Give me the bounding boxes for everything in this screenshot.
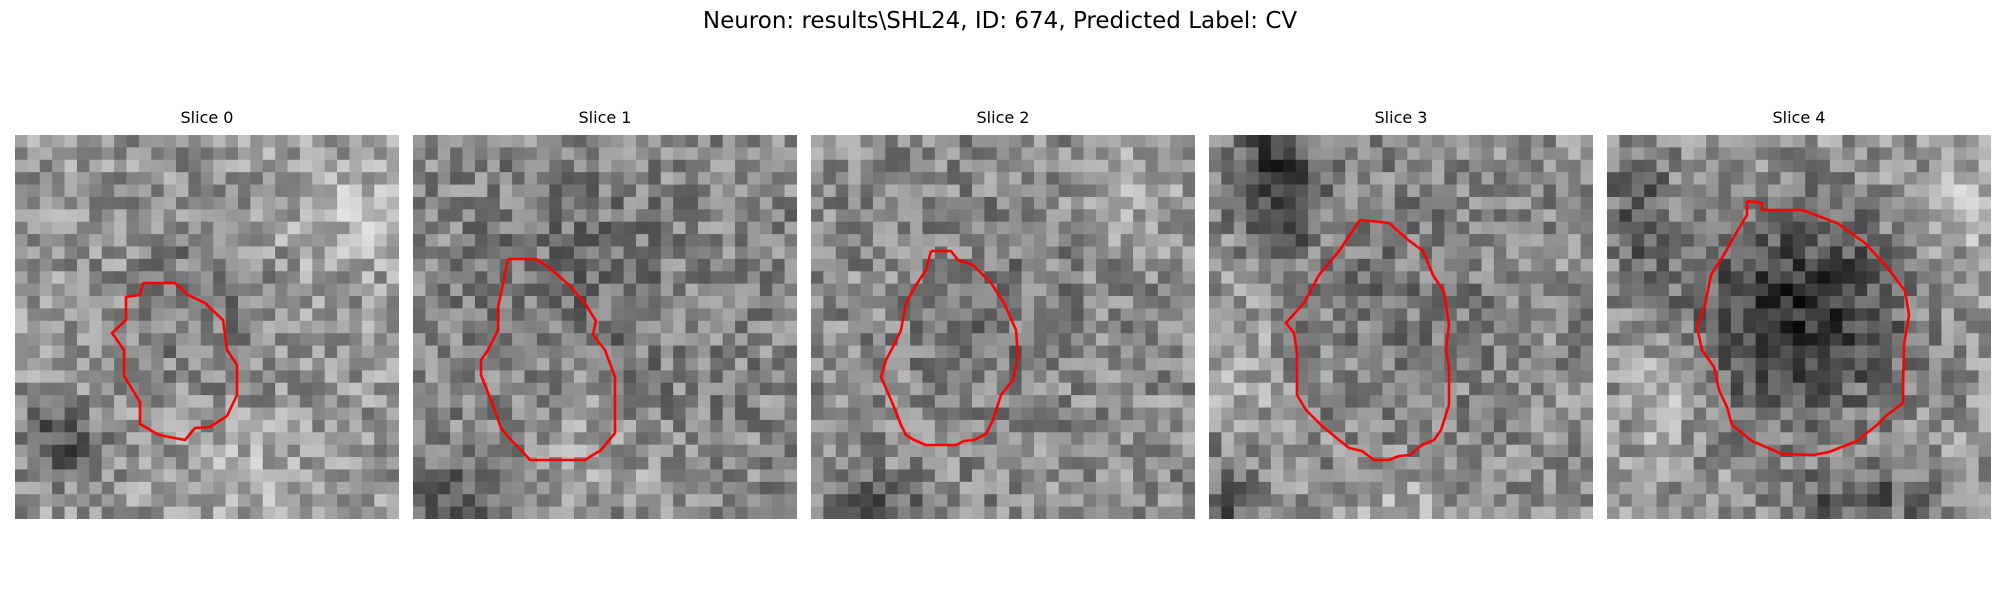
slice-3-title: Slice 3	[1374, 108, 1428, 127]
slice-panel-1: Slice 1	[413, 107, 797, 519]
slice-4-title: Slice 4	[1772, 108, 1826, 127]
slice-2-outline	[879, 249, 1020, 447]
slice-panel-2: Slice 2	[811, 107, 1195, 519]
slice-1-image	[413, 135, 797, 519]
slice-panel-0: Slice 0	[15, 107, 399, 519]
slice-3-pixels	[1209, 135, 1593, 519]
slice-4-image	[1607, 135, 1991, 519]
slice-2-image	[811, 135, 1195, 519]
slice-3-image	[1209, 135, 1593, 519]
figure-title: Neuron: results\SHL24, ID: 674, Predicte…	[702, 8, 1298, 34]
slice-4-outline	[1695, 199, 1911, 457]
slice-0-pixels	[15, 135, 399, 519]
slice-1-pixels	[413, 135, 797, 519]
slice-0-outline	[110, 281, 239, 442]
slice-panel-4: Slice 4	[1607, 107, 1991, 519]
slice-2-title: Slice 2	[976, 108, 1030, 127]
slice-3-outline	[1284, 218, 1451, 462]
slice-4-pixels	[1607, 135, 1991, 519]
slice-1-title: Slice 1	[578, 108, 632, 127]
slice-panel-3: Slice 3	[1209, 107, 1593, 519]
slice-2-pixels	[811, 135, 1195, 519]
slice-0-image	[15, 135, 399, 519]
slice-1-outline	[479, 257, 617, 462]
slice-0-title: Slice 0	[180, 108, 234, 127]
